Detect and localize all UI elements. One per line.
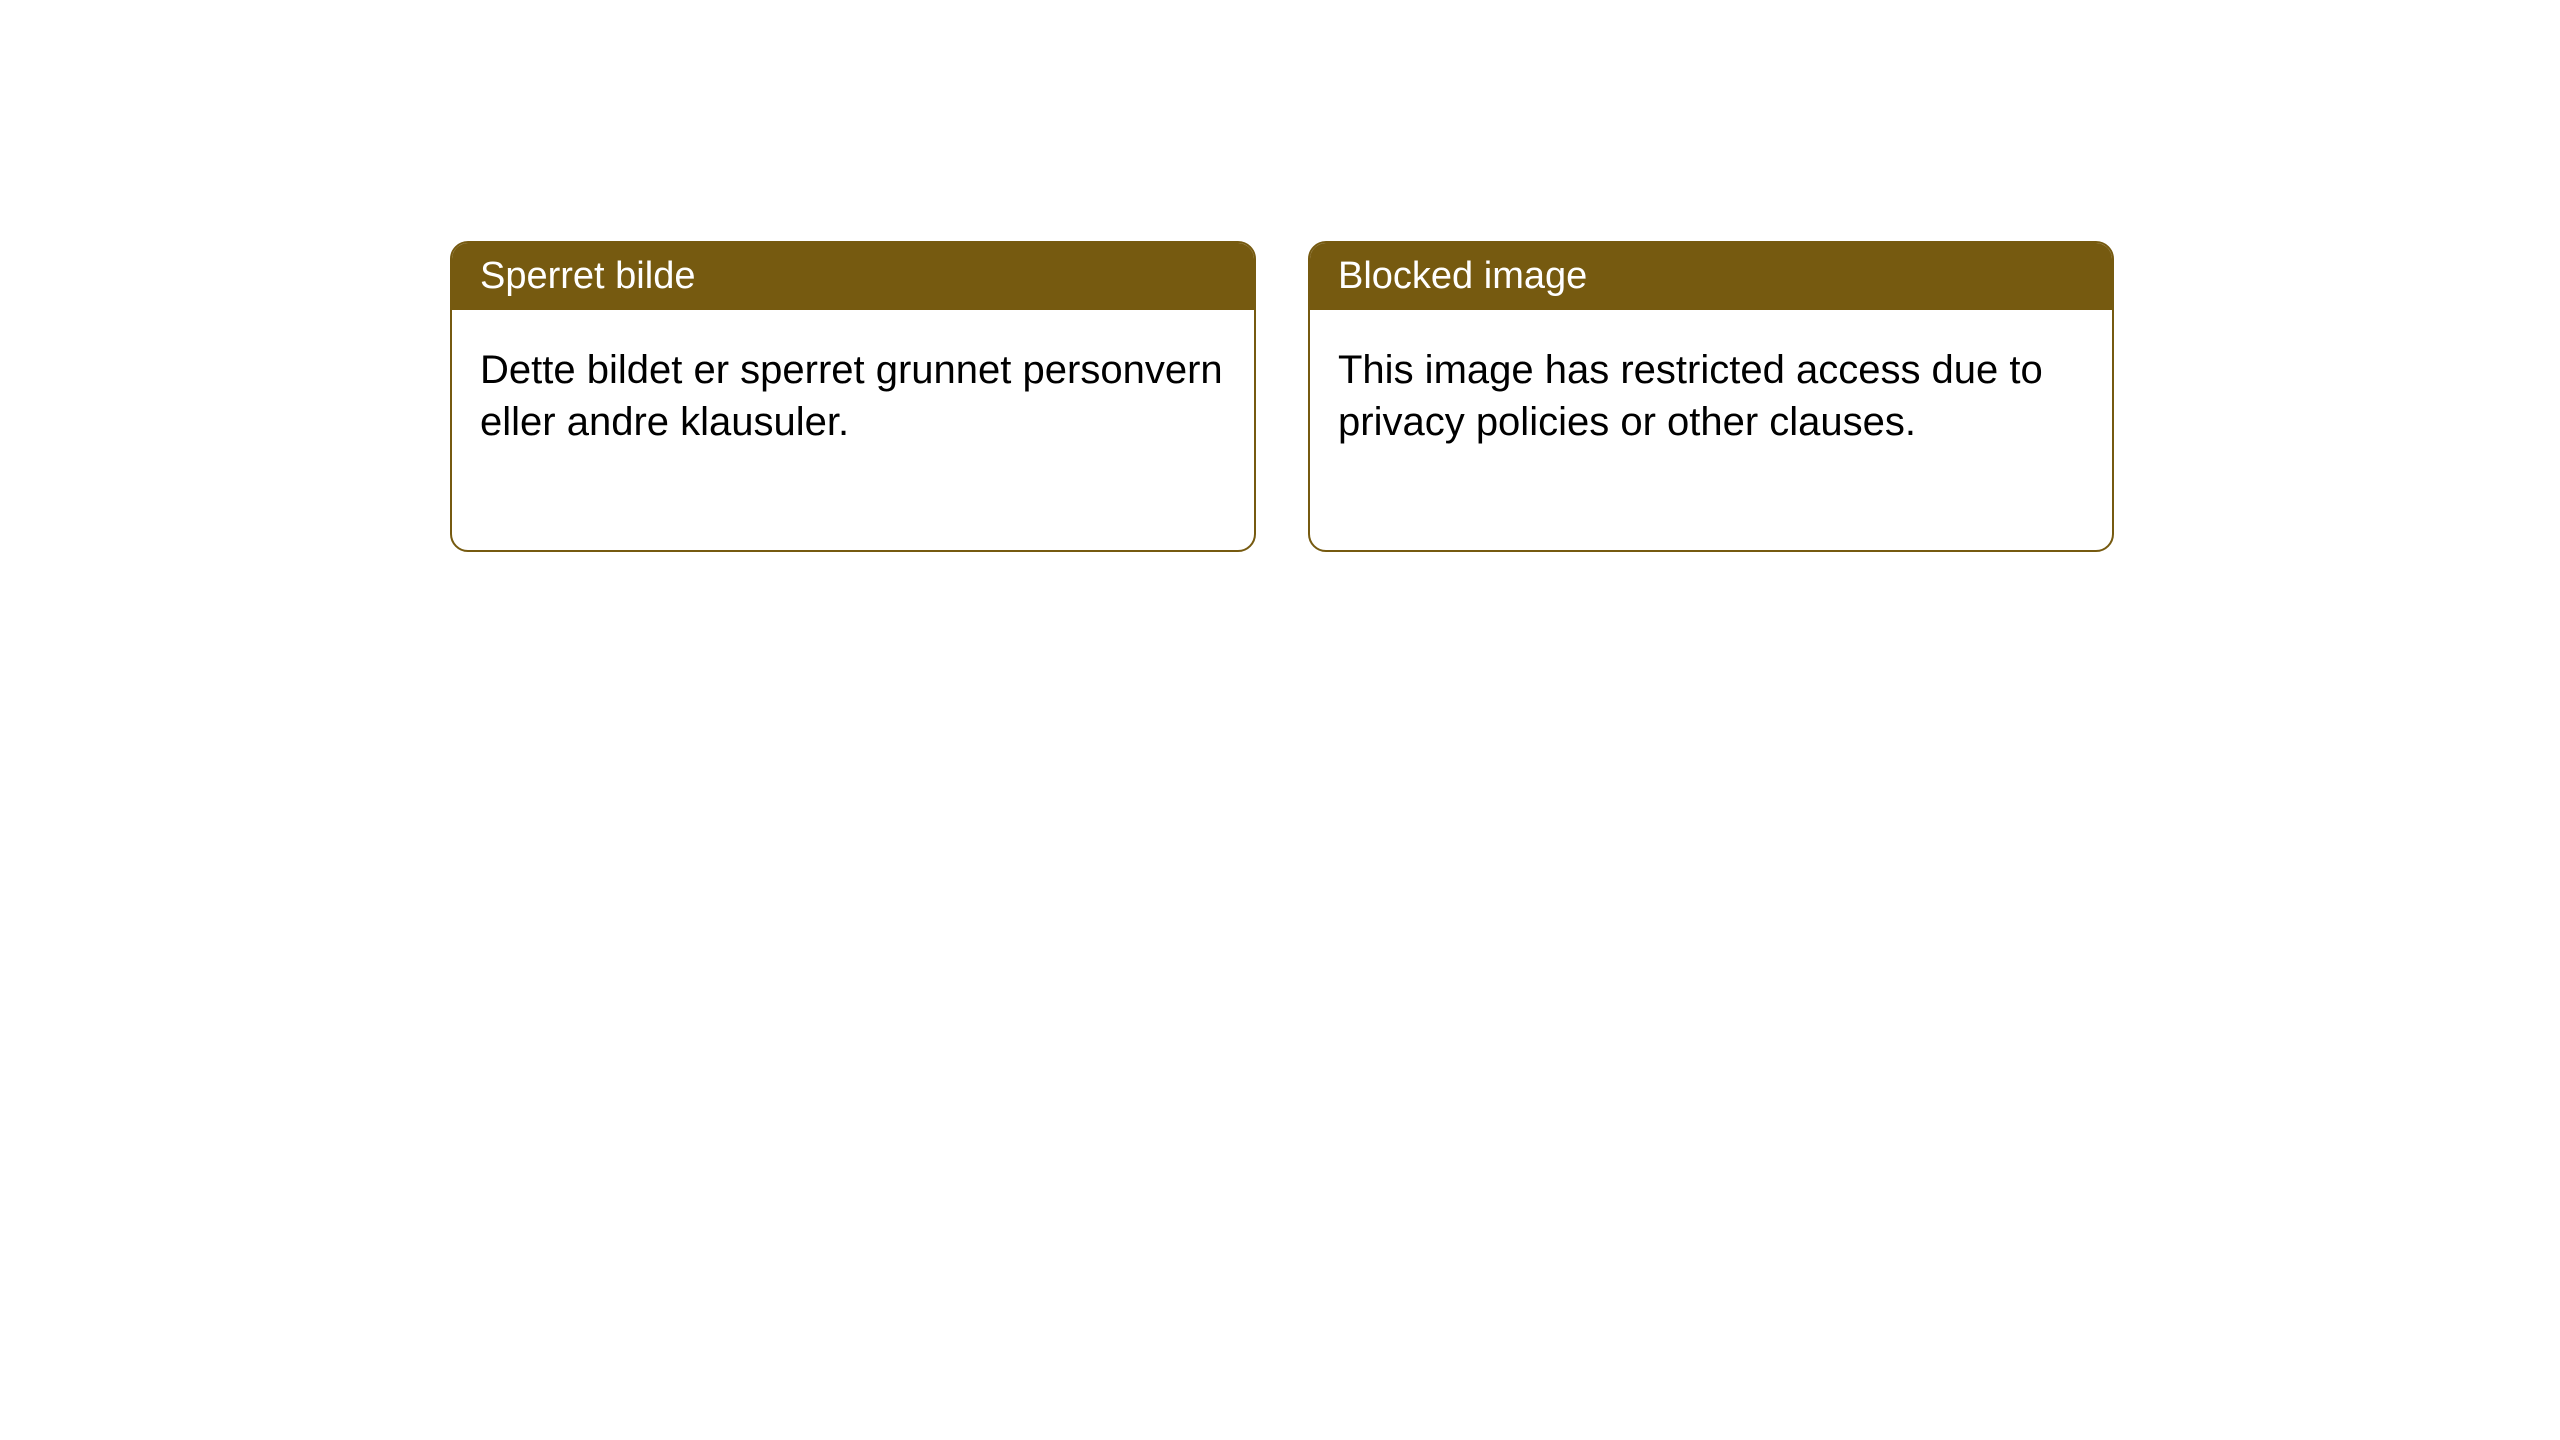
notice-body: This image has restricted access due to … (1310, 310, 2112, 550)
notice-card-norwegian: Sperret bilde Dette bildet er sperret gr… (450, 241, 1256, 552)
notice-header: Sperret bilde (452, 243, 1254, 310)
notice-message: Dette bildet er sperret grunnet personve… (480, 348, 1223, 444)
notice-container: Sperret bilde Dette bildet er sperret gr… (0, 0, 2560, 552)
notice-card-english: Blocked image This image has restricted … (1308, 241, 2114, 552)
notice-header: Blocked image (1310, 243, 2112, 310)
notice-title: Blocked image (1338, 255, 1587, 297)
notice-title: Sperret bilde (480, 255, 695, 297)
notice-body: Dette bildet er sperret grunnet personve… (452, 310, 1254, 550)
notice-message: This image has restricted access due to … (1338, 348, 2043, 444)
